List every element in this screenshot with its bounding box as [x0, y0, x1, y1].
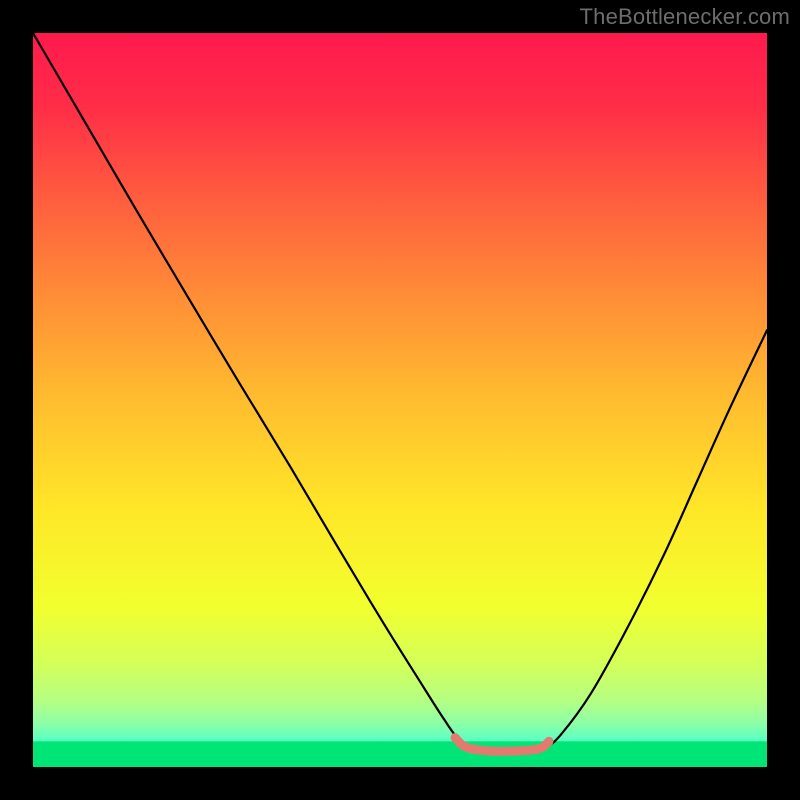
baseline-band	[33, 741, 767, 767]
watermark-text: TheBottlenecker.com	[580, 4, 790, 30]
chart-stage: TheBottlenecker.com	[0, 0, 800, 800]
chart-svg	[0, 0, 800, 800]
plot-area	[33, 33, 767, 767]
